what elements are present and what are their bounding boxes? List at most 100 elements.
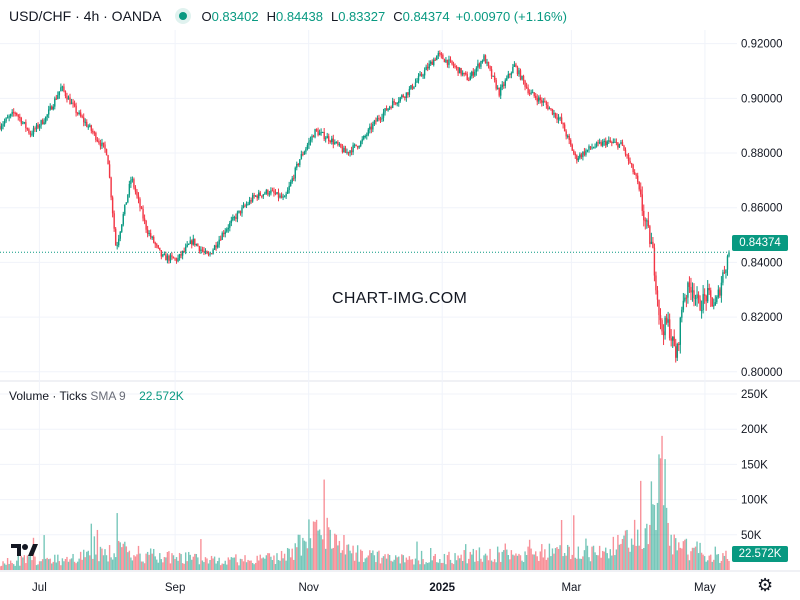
volume-bar xyxy=(477,561,479,570)
candle-body xyxy=(75,105,77,113)
volume-bar xyxy=(659,458,662,570)
volume-bar xyxy=(469,551,471,570)
volume-bar xyxy=(64,558,67,570)
candle-body xyxy=(612,142,615,144)
volume-bar xyxy=(690,551,692,570)
volume-bar xyxy=(691,547,694,570)
candle-body xyxy=(175,258,178,262)
volume-bar xyxy=(288,548,290,570)
candle-body xyxy=(414,82,417,87)
volume-bar xyxy=(664,459,666,570)
candle-body xyxy=(603,140,605,142)
volume-bar xyxy=(661,435,663,570)
candle-body xyxy=(72,102,74,104)
volume-bar xyxy=(0,565,3,570)
candle-body xyxy=(624,149,627,155)
gear-icon[interactable]: ⚙ xyxy=(757,575,774,595)
candle-body xyxy=(116,245,118,247)
candle-body xyxy=(379,119,382,121)
volume-bar xyxy=(230,557,233,570)
volume-bar xyxy=(302,537,304,570)
volume-bar xyxy=(329,529,331,570)
candle-body xyxy=(323,132,325,140)
candle-body xyxy=(643,210,645,221)
volume-bar xyxy=(556,547,558,570)
volume-bar xyxy=(153,548,155,570)
volume-bar xyxy=(684,539,686,570)
volume-bar xyxy=(250,560,252,570)
volume-bar xyxy=(213,556,216,570)
volume-bar xyxy=(496,546,499,570)
volume-legend[interactable]: Volume · Ticks SMA 9 22.572K xyxy=(9,389,184,403)
candle-body xyxy=(267,190,269,195)
volume-bar xyxy=(209,559,211,570)
volume-bar xyxy=(17,556,19,570)
volume-bar xyxy=(174,559,176,570)
volume-bar xyxy=(124,541,126,570)
volume-bar xyxy=(553,553,555,570)
candle-body xyxy=(156,244,158,246)
candle-body xyxy=(302,154,304,156)
volume-bar xyxy=(146,551,149,570)
candle-body xyxy=(256,195,258,199)
volume-bar xyxy=(633,519,636,570)
candle-body xyxy=(538,97,540,102)
volume-bar xyxy=(171,553,173,570)
volume-bar xyxy=(219,565,222,570)
candle-body xyxy=(614,141,616,143)
candle-body xyxy=(449,59,452,61)
candle-body xyxy=(17,115,19,117)
candle-body xyxy=(519,70,522,80)
symbol-title[interactable]: USD/CHF · 4h · OANDA xyxy=(9,8,162,24)
volume-bar xyxy=(635,545,637,570)
market-status-icon xyxy=(175,8,192,24)
volume-bar xyxy=(401,554,403,570)
candle-body xyxy=(370,126,373,130)
volume-bar xyxy=(710,554,712,570)
candle-body xyxy=(375,120,377,122)
candle-body xyxy=(373,120,376,125)
volume-bar xyxy=(306,548,309,570)
candle-body xyxy=(556,116,558,120)
candle-body xyxy=(588,146,590,150)
volume-bar xyxy=(125,546,128,570)
candle-body xyxy=(504,80,506,86)
candle-body xyxy=(515,64,517,67)
candle-body xyxy=(251,195,254,202)
candle-body xyxy=(595,142,598,147)
volume-bar xyxy=(285,560,287,570)
volume-bar xyxy=(102,555,105,570)
volume-bar xyxy=(451,562,453,570)
candle-body xyxy=(390,107,392,109)
candle-body xyxy=(259,192,261,196)
candle-body xyxy=(681,309,683,318)
volume-bar xyxy=(118,540,120,570)
volume-bar xyxy=(636,529,639,570)
candle-body xyxy=(472,71,475,76)
volume-bar xyxy=(687,554,689,570)
volume-bar xyxy=(221,563,223,570)
volume-bar xyxy=(626,529,628,570)
candle-body xyxy=(79,112,82,117)
tradingview-logo-icon[interactable] xyxy=(9,540,39,560)
volume-bar xyxy=(359,549,362,570)
volume-bar xyxy=(299,534,301,570)
candle-body xyxy=(54,98,56,107)
volume-bar xyxy=(460,554,462,570)
candle-body xyxy=(500,87,502,96)
candle-body xyxy=(461,72,464,75)
candle-body xyxy=(98,140,100,143)
volume-bar xyxy=(105,555,108,570)
candle-body xyxy=(218,239,220,245)
candle-body xyxy=(629,160,631,164)
volume-bar xyxy=(2,561,4,570)
volume-bar xyxy=(617,534,619,570)
volume-bar xyxy=(448,551,450,570)
candle-body xyxy=(496,87,499,89)
volume-bar xyxy=(51,563,53,570)
candle-body xyxy=(611,142,613,144)
candle-body xyxy=(204,251,207,253)
candle-body xyxy=(285,193,287,197)
volume-bar xyxy=(547,557,549,570)
candle-body xyxy=(372,124,374,130)
